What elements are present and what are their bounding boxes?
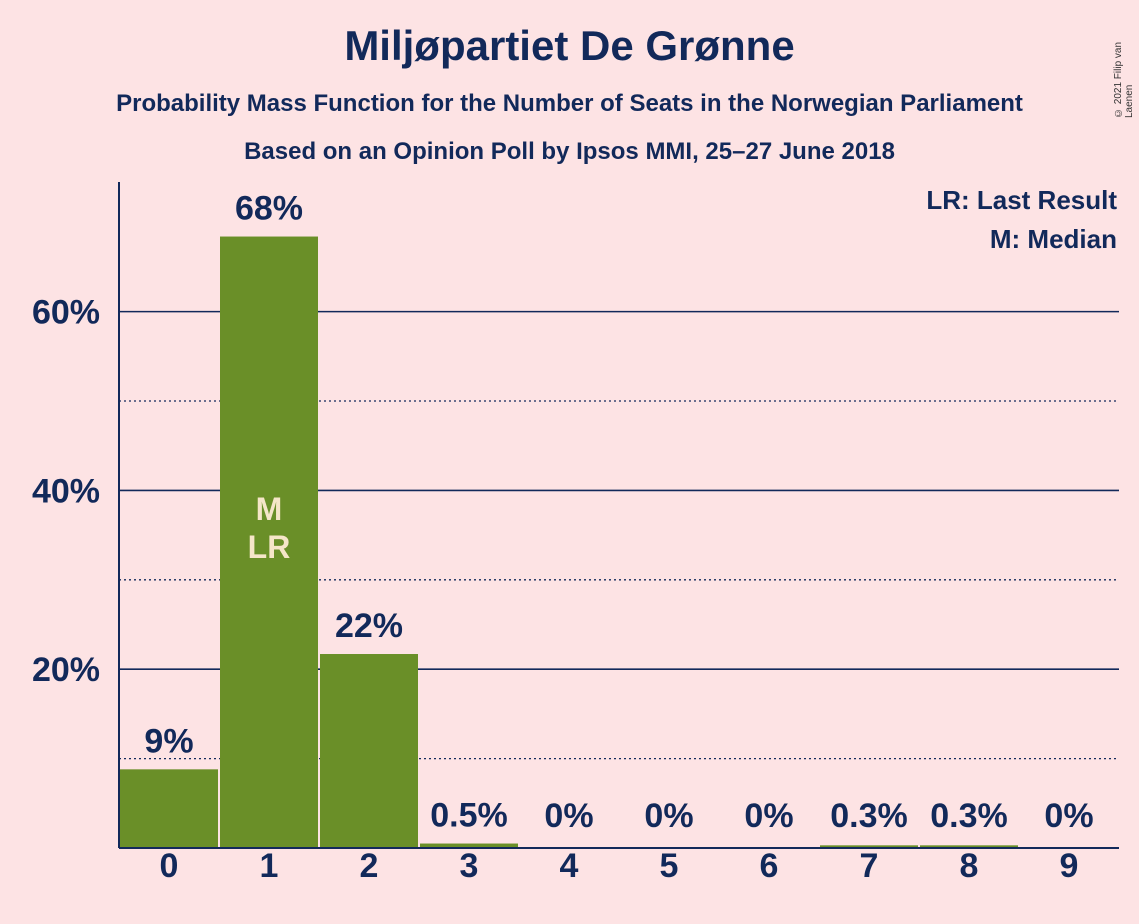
bar (220, 236, 318, 848)
x-tick-label: 6 (760, 847, 779, 885)
data-label: 0% (1044, 797, 1093, 835)
y-tick-label: 60% (32, 294, 100, 332)
x-tick-labels: 0 1 2 3 4 5 6 7 8 9 (160, 847, 1079, 885)
data-label: 0.3% (830, 797, 908, 835)
x-tick-label: 0 (160, 847, 179, 885)
bars (120, 236, 1018, 848)
last-result-marker: LR (248, 529, 291, 565)
data-label: 68% (235, 190, 303, 228)
y-tick-labels: 20% 40% 60% (32, 294, 100, 690)
data-label: 0% (544, 797, 593, 835)
chart-title: Miljøpartiet De Grønne (344, 22, 795, 69)
bar (820, 845, 918, 848)
chart-subtitle: Probability Mass Function for the Number… (116, 90, 1023, 117)
data-label: 9% (144, 722, 193, 760)
bar (920, 845, 1018, 848)
bar (320, 654, 418, 848)
x-tick-label: 4 (560, 847, 579, 885)
data-label: 0% (744, 797, 793, 835)
legend-entry: M: Median (990, 224, 1117, 254)
data-labels: 9% 68% 22% 0.5% 0% 0% 0% 0.3% 0.3% 0% (144, 190, 1093, 835)
data-label: 0.5% (430, 797, 508, 835)
x-tick-label: 7 (860, 847, 879, 885)
data-label: 0.3% (930, 797, 1008, 835)
median-marker: M (256, 491, 283, 527)
x-tick-label: 1 (260, 847, 279, 885)
x-tick-label: 5 (660, 847, 679, 885)
x-tick-label: 3 (460, 847, 479, 885)
y-tick-label: 20% (32, 651, 100, 689)
legend: LR: Last Result M: Median (926, 185, 1117, 254)
bar-markers: MLR (248, 491, 291, 565)
bar (420, 843, 518, 848)
x-tick-label: 2 (360, 847, 379, 885)
bar (120, 769, 218, 848)
chart-subtitle-poll: Based on an Opinion Poll by Ipsos MMI, 2… (244, 138, 895, 165)
data-label: 0% (644, 797, 693, 835)
legend-entry: LR: Last Result (926, 185, 1117, 215)
x-tick-label: 9 (1060, 847, 1079, 885)
data-label: 22% (335, 607, 403, 645)
x-tick-label: 8 (960, 847, 979, 885)
y-tick-label: 40% (32, 472, 100, 510)
